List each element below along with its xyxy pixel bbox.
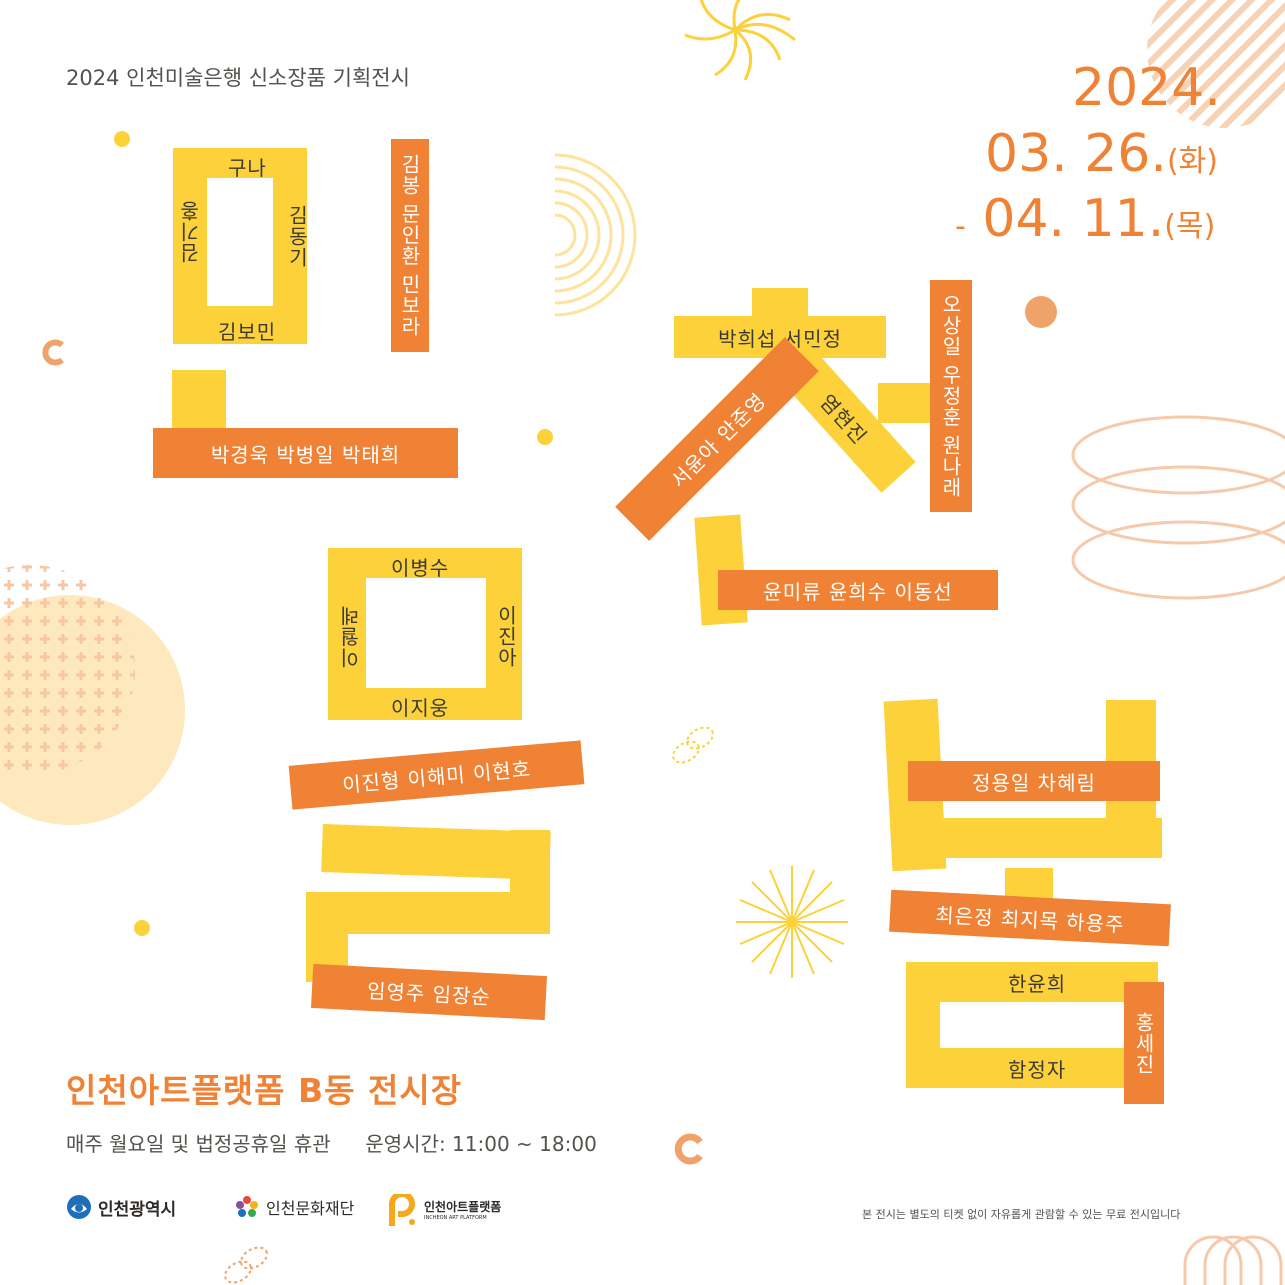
artist-label: 김기홍	[179, 200, 203, 263]
date-start: 03. 26.(화)	[985, 124, 1218, 184]
c-shape	[674, 1133, 703, 1165]
starburst-shape	[736, 866, 848, 978]
artist-label: 김보민	[218, 320, 277, 344]
hours-info: 매주 월요일 및 법정공휴일 휴관 운영시간: 11:00 ~ 18:00	[66, 1132, 597, 1156]
c-shape	[42, 339, 64, 366]
concentric-arcs-shape	[554, 153, 637, 317]
dot-shape	[134, 920, 150, 936]
artist-bar: 김봉 문인환 민보라	[391, 139, 429, 352]
date-end: - 04. 11.(목)	[955, 189, 1216, 249]
artist-label: 이지웅	[391, 696, 450, 720]
ellipses-shape	[1071, 415, 1285, 600]
logo-incheon-foundation: 인천문화재단	[234, 1194, 354, 1220]
venue-title: 인천아트플랫폼 B동 전시장	[66, 1071, 463, 1110]
bottom-arcs-shape	[1183, 1235, 1283, 1285]
exhibition-subtitle: 2024 인천미술은행 신소장품 기획전시	[66, 66, 410, 90]
artist-bar: 윤미류 윤희수 이동선	[718, 570, 998, 610]
incheon-foundation-emblem-icon	[236, 1196, 258, 1217]
dot-shape	[114, 131, 130, 147]
artist-label: 한윤희	[1008, 972, 1067, 996]
date-year: 2024.	[1072, 58, 1221, 118]
artist-label: 이진아	[494, 605, 518, 668]
incheon-art-platform-emblem-icon	[389, 1194, 415, 1226]
artist-bar: 박경욱 박병일 박태희	[153, 428, 458, 478]
free-admission-note: 본 전시는 별도의 티켓 없이 자유롭게 관람할 수 있는 무료 전시입니다	[862, 1208, 1181, 1221]
incheon-city-emblem-icon	[67, 1195, 91, 1219]
chain-shape	[672, 726, 714, 764]
artist-bar: 홍세진	[1124, 982, 1164, 1104]
striped-corner-shape	[1147, 0, 1285, 128]
artist-bar: 오상일 우정훈 원나래	[930, 280, 972, 512]
logo-incheon-art-platform: 인천아트플랫폼 INCHEON ART PLATFORM	[388, 1194, 501, 1228]
artist-label: 함정자	[1008, 1058, 1067, 1082]
chain-shape	[224, 1246, 268, 1284]
dotted-half-circle-shape	[0, 565, 185, 825]
artist-label: 이병수	[391, 556, 450, 580]
logo-incheon-city: 인천광역시	[66, 1194, 176, 1220]
dot-shape	[537, 429, 553, 445]
artist-label: 이월례	[339, 605, 363, 668]
dot-shape	[1025, 296, 1057, 328]
artist-label: 구나	[228, 156, 267, 180]
artist-bar: 정용일 차혜림	[908, 761, 1160, 801]
artist-label: 김동기	[285, 205, 309, 268]
swirl-shape	[684, 0, 796, 81]
